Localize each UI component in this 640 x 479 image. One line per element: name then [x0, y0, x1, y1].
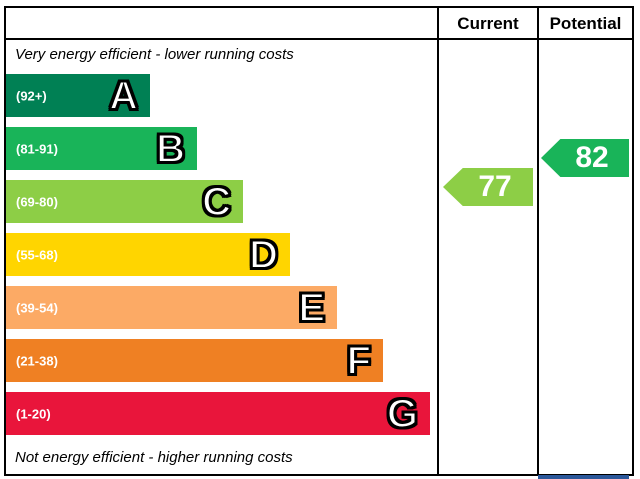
band-range-label: (55-68) [16, 247, 58, 262]
current-rating-arrow: 77 [443, 168, 533, 206]
band-range-label: (69-80) [16, 194, 58, 209]
band-range-label: (39-54) [16, 300, 58, 315]
band-g: (1-20) G [6, 392, 430, 435]
header-divider-line [6, 38, 632, 40]
current-column-divider [437, 8, 439, 474]
rating-bands: (92+) A (81-91) B (69-80) C (55-68) D (39-54) E (2… [6, 8, 632, 474]
current-column-header: Current [457, 14, 519, 33]
band-c: (69-80) C [6, 180, 243, 223]
band-b: (81-91) B [6, 127, 197, 170]
cutoff-blue-strip [538, 475, 629, 479]
band-letter: E [297, 285, 326, 330]
band-letter: D [248, 232, 279, 277]
top-caption: Very energy efficient - lower running co… [15, 46, 294, 63]
band-letter: F [346, 338, 372, 383]
band-a: (92+) A [6, 74, 150, 117]
band-range-label: (21-38) [16, 353, 58, 368]
band-e: (39-54) E [6, 286, 337, 329]
band-f: (21-38) F [6, 339, 383, 382]
current-rating-arrow-value: 77 [478, 170, 512, 203]
potential-rating-arrow: 82 [541, 139, 629, 177]
potential-rating-arrow-value: 82 [575, 141, 609, 174]
band-letter: B [155, 126, 186, 171]
band-range-label: (81-91) [16, 141, 58, 156]
bottom-caption: Not energy efficient - higher running co… [15, 449, 293, 466]
band-letter: A [108, 73, 139, 118]
potential-column-divider [537, 8, 539, 474]
potential-column-header: Potential [549, 14, 622, 33]
band-range-label: (92+) [16, 88, 47, 103]
band-d: (55-68) D [6, 233, 290, 276]
band-range-label: (1-20) [16, 406, 51, 421]
band-letter: C [201, 179, 232, 224]
chart-frame: Current Potential Very energy efficient … [4, 6, 634, 476]
band-letter: G [386, 391, 419, 436]
